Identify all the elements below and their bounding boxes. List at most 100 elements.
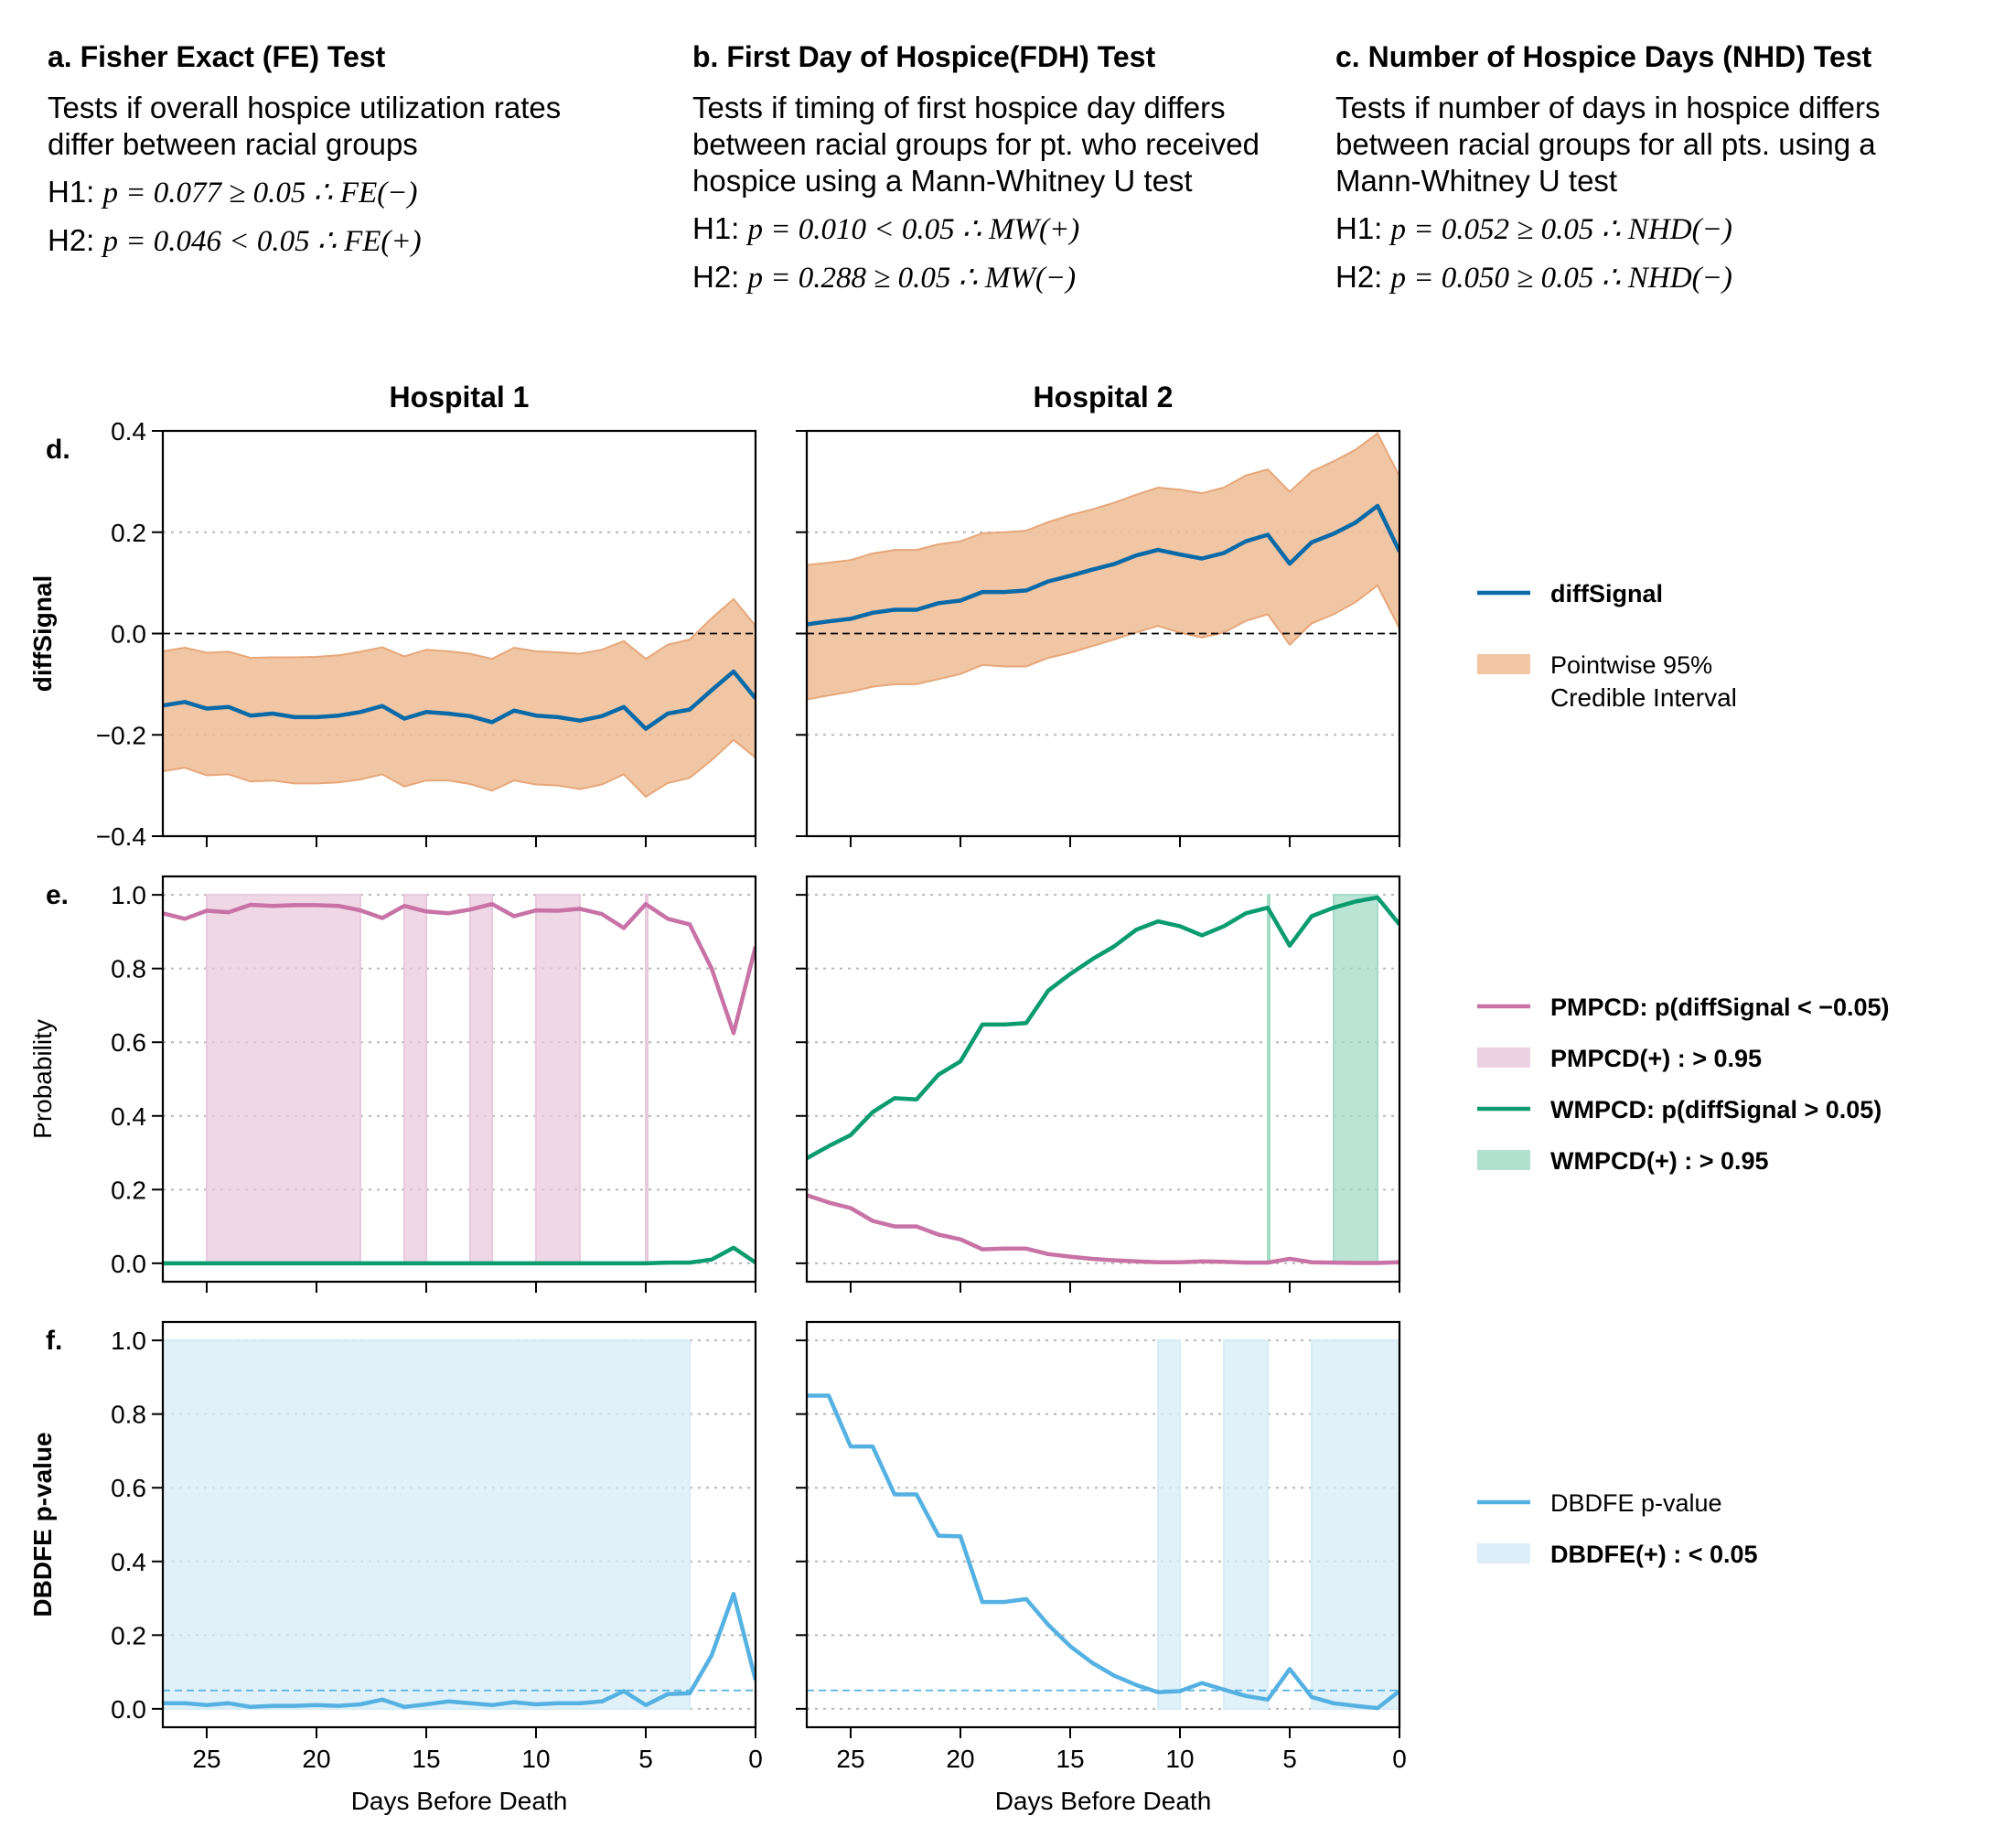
y-tick-label: 0.2 (111, 519, 146, 547)
panel-c-header: c. Number of Hospice Days (NHD) Test Tes… (1335, 38, 1976, 296)
h1-label: H1: (692, 211, 740, 245)
panel-b-header: b. First Day of Hospice(FDH) Test Tests … (692, 38, 1333, 296)
wmpcd-positive-band (1267, 894, 1271, 1264)
y-axis-label: DBDFE p-value (28, 1432, 57, 1617)
x-tick-label: 15 (412, 1745, 440, 1773)
x-tick-label: 5 (1282, 1745, 1297, 1773)
y-tick-label: 1.0 (111, 881, 146, 909)
legend-label: Pointwise 95% (1550, 651, 1712, 679)
y-tick-label: 0.6 (111, 1028, 146, 1057)
x-tick-label: 25 (836, 1745, 864, 1773)
plot-area-hospital1 (163, 894, 756, 1266)
plot-area-hospital1 (163, 531, 756, 799)
x-tick-label: 20 (946, 1745, 974, 1773)
plot-area-hospital2 (807, 894, 1399, 1265)
panel-label: e. (46, 880, 69, 910)
legend-patch-swatch (1477, 1048, 1530, 1068)
dbdfe-positive-band (1223, 1339, 1269, 1710)
pmpcd-positive-band (206, 894, 361, 1264)
pmpcd-line (807, 1193, 1399, 1265)
dbdfe-line (807, 1393, 1399, 1711)
h1-label: H1: (1335, 211, 1383, 245)
wmpcd-line (807, 895, 1399, 1161)
h2-label: H2: (1335, 260, 1383, 294)
axes-frame (805, 1320, 1401, 1729)
panel-a-description: Tests if overall hospice utilization rat… (48, 91, 562, 161)
h2-expression: p = 0.046 < 0.05 ∴ FE(+) (102, 225, 422, 258)
credible-interval-band (163, 597, 756, 799)
column-title-1: Hospital 1 (390, 381, 530, 414)
axes-frame (805, 875, 1401, 1284)
dbdfe-line (163, 1591, 756, 1710)
panel-b-h2: H2: p = 0.288 ≥ 0.05 ∴ MW(−) (692, 259, 1333, 296)
y-tick-label: 0.2 (111, 1621, 146, 1649)
y-tick-label: 0.0 (111, 1250, 146, 1278)
panel-label: f. (46, 1326, 62, 1356)
legend-label: DBDFE(+) : < 0.05 (1550, 1541, 1758, 1568)
legend-label: PMPCD: p(diffSignal < −0.05) (1550, 994, 1890, 1021)
wmpcd-line (163, 1245, 756, 1266)
column-title-2: Hospital 2 (1034, 381, 1174, 414)
pmpcd-positive-band (535, 894, 581, 1264)
h2-expression: p = 0.288 ≥ 0.05 ∴ MW(−) (747, 262, 1077, 295)
h2-expression: p = 0.050 ≥ 0.05 ∴ NHD(−) (1390, 262, 1732, 295)
x-tick-label: 25 (192, 1745, 220, 1773)
axes-frame (161, 875, 757, 1284)
legend-patch-swatch (1477, 654, 1530, 674)
pmpcd-positive-band (469, 894, 493, 1264)
dbdfe-positive-band (1157, 1339, 1181, 1710)
y-tick-label: 0.8 (111, 955, 146, 983)
pmpcd-line (163, 901, 756, 1036)
panel-a-h2: H2: p = 0.046 < 0.05 ∴ FE(+) (48, 222, 688, 260)
plot-area-hospital2 (807, 432, 1399, 736)
plot-area-hospital2 (807, 1339, 1399, 1711)
x-axis-label: Days Before Death (351, 1787, 568, 1815)
dbdfe-positive-band (163, 1339, 691, 1710)
panel-b-h1: H1: p = 0.010 < 0.05 ∴ MW(+) (692, 210, 1333, 248)
h1-expression: p = 0.052 ≥ 0.05 ∴ NHD(−) (1390, 213, 1732, 246)
h1-label: H1: (48, 175, 95, 209)
y-axis-label: diffSignal (28, 575, 57, 693)
dbdfe-positive-band (1311, 1339, 1399, 1710)
wmpcd-positive-band (1333, 894, 1378, 1264)
x-tick-label: 15 (1056, 1745, 1084, 1773)
y-tick-label: −0.2 (96, 721, 146, 749)
x-tick-label: 0 (748, 1745, 763, 1773)
y-tick-label: 0.6 (111, 1474, 146, 1502)
panel-c-title: c. Number of Hospice Days (NHD) Test (1335, 40, 1872, 73)
legend-patch-swatch (1477, 1543, 1530, 1563)
panel-c-description: Tests if number of days in hospice diffe… (1335, 91, 1881, 198)
axes-frame (161, 1320, 757, 1729)
panel-b-title: b. First Day of Hospice(FDH) Test (692, 40, 1156, 73)
x-tick-label: 0 (1392, 1745, 1407, 1773)
panel-a-header: a. Fisher Exact (FE) Test Tests if overa… (48, 38, 688, 260)
y-tick-label: 0.4 (111, 1548, 146, 1576)
pmpcd-positive-band (645, 894, 649, 1264)
panel-label: d. (46, 435, 70, 465)
diffsignal-line (163, 669, 756, 731)
h1-expression: p = 0.077 ≥ 0.05 ∴ FE(−) (102, 177, 418, 210)
legend-patch-swatch (1477, 1150, 1530, 1170)
diffsignal-line (807, 503, 1399, 627)
y-tick-label: 0.0 (111, 1695, 146, 1724)
y-tick-label: 0.0 (111, 620, 146, 649)
y-tick-label: 0.2 (111, 1176, 146, 1204)
x-tick-label: 10 (1165, 1745, 1194, 1773)
x-axis-label: Days Before Death (995, 1787, 1212, 1815)
legend-label: diffSignal (1550, 580, 1663, 607)
h2-label: H2: (48, 223, 95, 257)
legend-label: WMPCD(+) : > 0.95 (1550, 1147, 1769, 1175)
x-tick-label: 5 (638, 1745, 653, 1773)
y-axis-label: Probability (28, 1019, 57, 1139)
y-tick-label: 0.4 (111, 1102, 146, 1131)
x-tick-label: 10 (521, 1745, 550, 1773)
legend-label-line2: Credible Interval (1550, 683, 1737, 712)
y-tick-label: 1.0 (111, 1327, 146, 1355)
legend-label: PMPCD(+) : > 0.95 (1550, 1045, 1762, 1072)
legend-label: WMPCD: p(diffSignal > 0.05) (1550, 1096, 1882, 1123)
h2-label: H2: (692, 260, 740, 294)
y-tick-label: −0.4 (96, 822, 146, 851)
panel-b-description: Tests if timing of first hospice day dif… (692, 91, 1260, 198)
panel-a-h1: H1: p = 0.077 ≥ 0.05 ∴ FE(−) (48, 174, 688, 211)
pmpcd-positive-band (403, 894, 427, 1264)
